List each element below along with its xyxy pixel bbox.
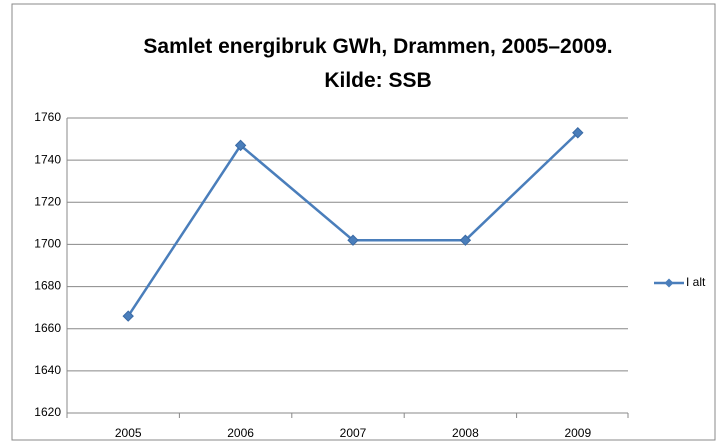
x-tick-label: 2005 bbox=[115, 426, 142, 440]
x-tick-label: 2006 bbox=[227, 426, 254, 440]
x-tick-label: 2009 bbox=[564, 426, 591, 440]
y-tick-label: 1680 bbox=[34, 279, 61, 293]
point bbox=[234, 139, 247, 152]
y-tick-label: 1660 bbox=[34, 321, 61, 335]
chart-border bbox=[11, 3, 716, 441]
y-tick-label: 1700 bbox=[34, 237, 61, 251]
point bbox=[122, 310, 134, 322]
y-tick-label: 1760 bbox=[34, 110, 61, 124]
y-tick-label: 1720 bbox=[34, 194, 61, 208]
legend-label: I alt bbox=[686, 275, 706, 289]
y-tick-label: 1640 bbox=[34, 363, 61, 377]
x-tick-label: 2008 bbox=[452, 426, 479, 440]
point bbox=[572, 127, 584, 139]
chart-title: Samlet energibruk GWh, Drammen, 2005–200… bbox=[143, 35, 613, 92]
point bbox=[347, 234, 359, 246]
legend-marker bbox=[664, 278, 674, 288]
y-tick-label: 1620 bbox=[34, 405, 61, 419]
x-tick-label: 2007 bbox=[340, 426, 367, 440]
point bbox=[459, 234, 472, 246]
y-tick-label: 1740 bbox=[34, 152, 61, 166]
